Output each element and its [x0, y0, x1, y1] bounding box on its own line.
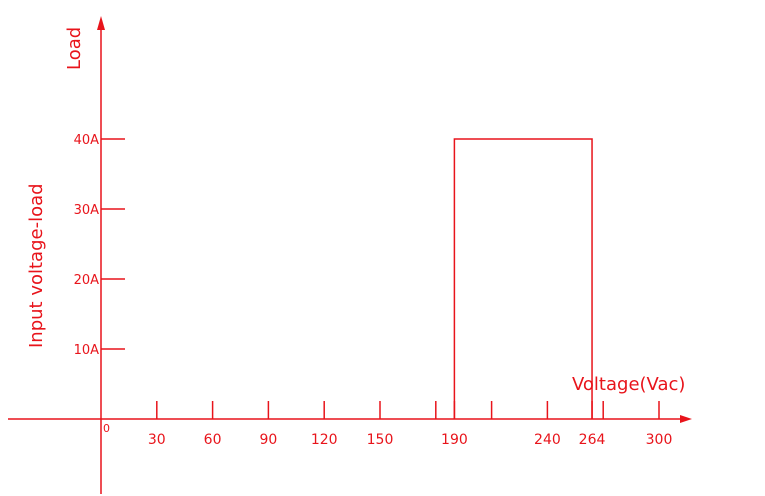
x-tick-label: 60	[204, 432, 222, 448]
x-tick-label: 120	[311, 432, 338, 448]
origin-label: 0	[103, 422, 110, 435]
y-axis-arrow	[97, 16, 105, 30]
y-tick-label: 30A	[74, 203, 100, 218]
x-tick-label: 240	[534, 432, 561, 448]
x-axis-arrow	[680, 415, 692, 423]
operating-range-line	[453, 138, 593, 419]
x-tick-label: 90	[259, 432, 277, 448]
x-axis-title: Voltage(Vac)	[572, 374, 685, 395]
x-tick-label: 190	[441, 432, 468, 448]
y-tick-label: 40A	[74, 133, 100, 148]
x-tick-label: 150	[367, 432, 394, 448]
y-axis-top-label: Load	[64, 27, 85, 70]
y-axis-title: Input voltage-load	[26, 183, 47, 348]
x-tick-label: 300	[646, 432, 673, 448]
x-tick-label: 30	[148, 432, 166, 448]
ticks: 30 60 90 120 150 190 240 264 300 10A 20A 30A 40A	[74, 133, 673, 448]
y-tick-label: 20A	[74, 273, 100, 288]
x-tick-label: 264	[579, 432, 606, 448]
y-tick-label: 10A	[74, 343, 100, 358]
series-group	[453, 138, 593, 419]
